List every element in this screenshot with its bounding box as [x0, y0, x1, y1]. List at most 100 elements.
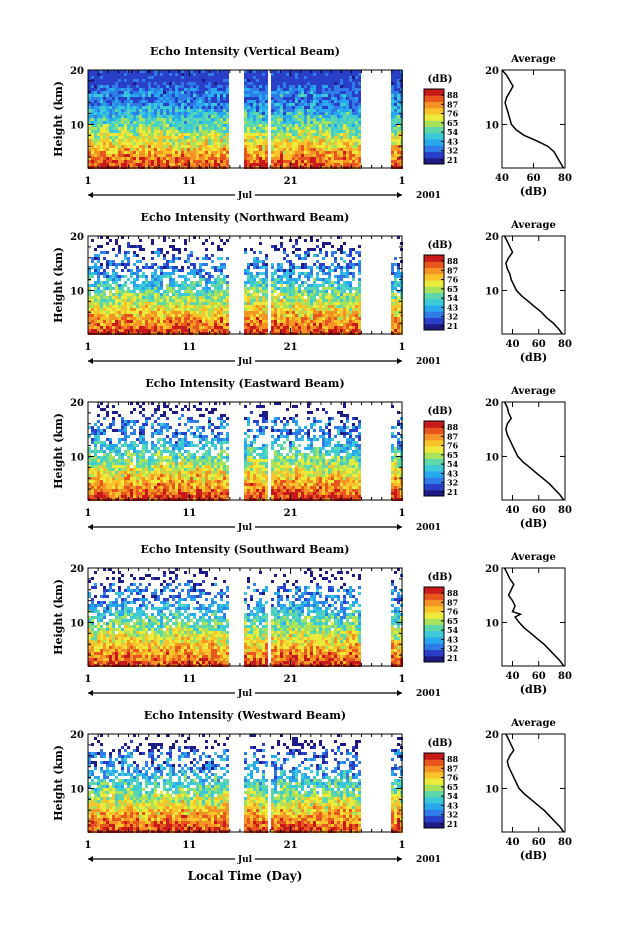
y-axis-label: Height (km) [52, 579, 65, 655]
x-tick-label: 21 [284, 674, 298, 685]
colorbar-frame [423, 586, 445, 663]
colorbar-tick-label: 54 [447, 293, 459, 303]
plot-frame [87, 567, 403, 667]
avg-x-axis-label: (dB) [520, 185, 547, 198]
x-tick-label: 21 [284, 840, 298, 851]
avg-y-tick-label: 10 [485, 286, 499, 297]
colorbar-frame [423, 254, 445, 331]
average-profile: Average 10 20 40 60 80 (dB) [485, 552, 572, 696]
year-label: 2001 [416, 689, 441, 699]
colorbar-swatch [424, 655, 444, 663]
avg-x-tick-label: 60 [527, 173, 541, 184]
colorbar-swatch [424, 126, 444, 134]
average-frame [501, 733, 566, 833]
avg-y-tick-label: 20 [485, 66, 499, 77]
colorbar-unit: (dB) [428, 240, 453, 251]
y-axis-label: Height (km) [52, 413, 65, 489]
avg-y-tick-label: 10 [485, 784, 499, 795]
avg-y-tick-label: 20 [485, 232, 499, 243]
x-tick-label: 21 [284, 342, 298, 353]
y-tick-label: 20 [70, 232, 84, 243]
average-frame [501, 235, 566, 335]
x-tick-label: 1 [399, 674, 406, 685]
colorbar-swatch [424, 452, 444, 459]
colorbar-tick-label: 65 [447, 118, 458, 128]
colorbar-swatch [424, 587, 444, 594]
colorbar-swatch [424, 157, 444, 165]
heatmap-cells [88, 236, 403, 335]
colorbar-swatch [424, 446, 444, 453]
month-label: Jul [237, 191, 253, 201]
y-tick-label: 20 [70, 564, 84, 575]
average-frame [501, 401, 566, 501]
colorbar-swatch [424, 292, 444, 300]
colorbar-swatch [424, 637, 444, 644]
colorbar-frame [423, 752, 445, 829]
average-title: Average [510, 220, 556, 231]
colorbar-swatch [424, 298, 444, 306]
colorbar-swatch [424, 107, 444, 115]
colorbar-swatch [424, 89, 444, 96]
colorbar-swatch [424, 815, 444, 823]
month-label: Jul [237, 689, 253, 699]
y-tick-label: 20 [70, 730, 84, 741]
avg-y-tick-label: 10 [485, 120, 499, 131]
colorbar-swatch [424, 139, 444, 146]
arrow-right-icon [397, 856, 402, 862]
average-profile: Average 10 20 40 60 80 (dB) [485, 220, 572, 364]
colorbar-swatch [424, 261, 444, 268]
heatmap-cells [88, 70, 403, 169]
colorbar-swatch [424, 630, 444, 638]
colorbar-swatch [424, 458, 444, 466]
avg-x-tick-label: 60 [532, 671, 546, 682]
x-tick-label: 11 [182, 342, 196, 353]
colorbar-swatch [424, 765, 444, 773]
avg-x-axis-label: (dB) [520, 683, 547, 696]
colorbar-swatch [424, 809, 444, 816]
average-profile-line [503, 567, 565, 667]
avg-y-tick-label: 20 [485, 564, 499, 575]
arrow-left-icon [88, 358, 93, 364]
colorbar-tick-label: 65 [447, 450, 458, 460]
panel-5: Echo Intensity (Westward Beam) 10 20 Height… [52, 709, 572, 865]
y-tick-label: 10 [70, 452, 84, 463]
y-axis-label: Height (km) [52, 81, 65, 157]
avg-x-axis-label: (dB) [520, 517, 547, 530]
arrow-left-icon [88, 524, 93, 530]
colorbar-tick-label: 65 [447, 616, 458, 626]
colorbar-swatch [424, 95, 444, 102]
colorbar-swatch [424, 759, 444, 766]
x-tick-label: 1 [85, 176, 92, 187]
colorbar-swatch [424, 605, 444, 613]
avg-y-tick-label: 10 [485, 618, 499, 629]
colorbar-unit: (dB) [428, 738, 453, 749]
arrow-left-icon [88, 690, 93, 696]
y-tick-label: 20 [70, 398, 84, 409]
colorbar-swatch [424, 643, 444, 650]
colorbar-swatch [424, 323, 444, 331]
average-profile: Average 10 20 40 60 80 (dB) [485, 718, 572, 862]
average-title: Average [510, 718, 556, 729]
y-axis-label: Height (km) [52, 745, 65, 821]
arrow-right-icon [397, 192, 402, 198]
colorbar-tick-label: 88 [447, 588, 459, 598]
average-profile-line [503, 401, 565, 501]
colorbar-tick-label: 54 [447, 791, 459, 801]
heatmap-cells [88, 734, 403, 833]
y-tick-label: 20 [70, 66, 84, 77]
colorbar-tick-label: 88 [447, 256, 459, 266]
colorbar-tick-label: 21 [447, 819, 458, 829]
x-tick-label: 1 [85, 508, 92, 519]
x-tick-label: 1 [399, 342, 406, 353]
colorbar-swatch [424, 427, 444, 434]
colorbar-swatch [424, 803, 444, 810]
colorbar-swatch [424, 255, 444, 262]
panel-title: Echo Intensity (Northward Beam) [141, 211, 350, 224]
colorbar-tick-label: 21 [447, 321, 458, 331]
x-tick-label: 21 [284, 176, 298, 187]
y-tick-label: 10 [70, 286, 84, 297]
